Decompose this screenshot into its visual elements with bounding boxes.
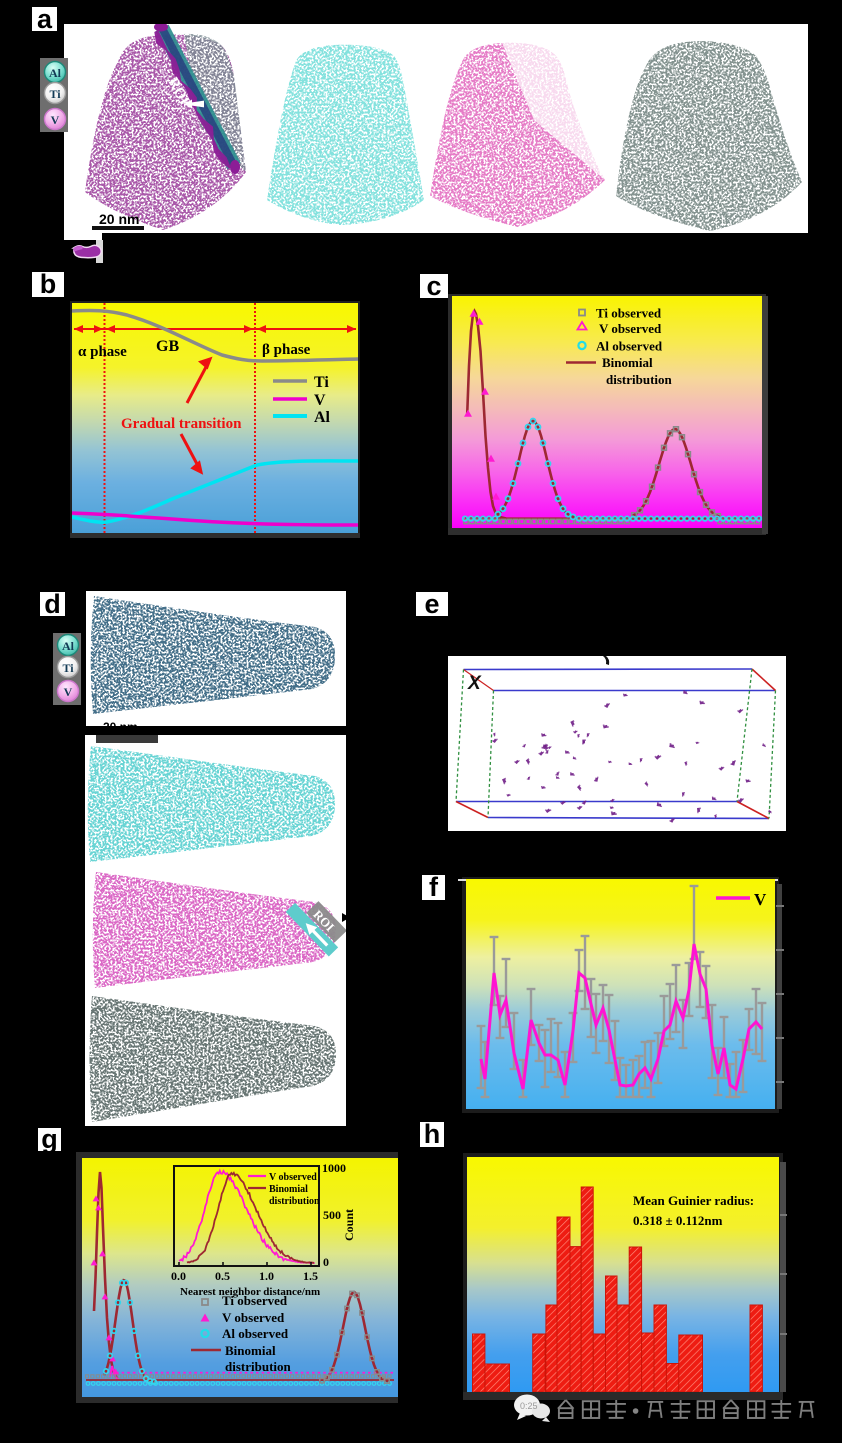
svg-text:X: X [467,673,482,694]
svg-text:0:25: 0:25 [520,1401,538,1411]
svg-text:Gradual transition: Gradual transition [121,416,242,432]
svg-text:Count: Count [342,1209,356,1241]
svg-text:V observed: V observed [222,1310,285,1325]
svg-text:GB: GB [156,338,179,355]
svg-text:distribution: distribution [606,372,673,387]
svg-text:0.0: 0.0 [171,1269,186,1283]
svg-text:V: V [64,685,73,699]
svg-text:Binomial: Binomial [269,1184,308,1195]
svg-text:0.318 ± 0.112nm: 0.318 ± 0.112nm [633,1213,723,1228]
svg-text:V: V [754,890,767,909]
svg-text:Nearest neighbor distance/nm: Nearest neighbor distance/nm [180,1286,320,1298]
svg-text:0: 0 [323,1255,329,1269]
svg-text:1000: 1000 [322,1161,346,1175]
svg-text:Ti observed: Ti observed [222,1293,288,1308]
svg-text:Ti observed: Ti observed [596,306,662,321]
svg-text:Ti: Ti [49,87,61,101]
svg-text:β phase: β phase [262,342,311,358]
svg-text:0.5: 0.5 [215,1269,230,1283]
svg-text:V observed: V observed [599,321,662,336]
svg-text:V: V [51,113,60,127]
svg-text:1.5: 1.5 [303,1269,318,1283]
svg-text:Ti: Ti [62,661,74,675]
svg-text:distribution: distribution [269,1196,320,1207]
svg-text:Al observed: Al observed [222,1326,289,1341]
svg-text:Binomial: Binomial [602,355,653,370]
svg-text:Al: Al [49,66,62,80]
svg-text:Al: Al [62,639,75,653]
svg-text:1.0: 1.0 [259,1269,274,1283]
svg-text:α phase: α phase [78,344,127,360]
svg-text:Al observed: Al observed [596,339,663,354]
svg-text:Al: Al [314,409,331,426]
svg-text:V: V [314,392,326,409]
svg-text:Mean Guinier radius:: Mean Guinier radius: [633,1193,754,1208]
svg-text:500: 500 [323,1208,341,1222]
svg-text:distribution: distribution [225,1359,292,1374]
svg-text:V observed: V observed [269,1172,317,1183]
svg-text:Ti: Ti [314,374,329,391]
svg-text:Binomial: Binomial [225,1343,276,1358]
